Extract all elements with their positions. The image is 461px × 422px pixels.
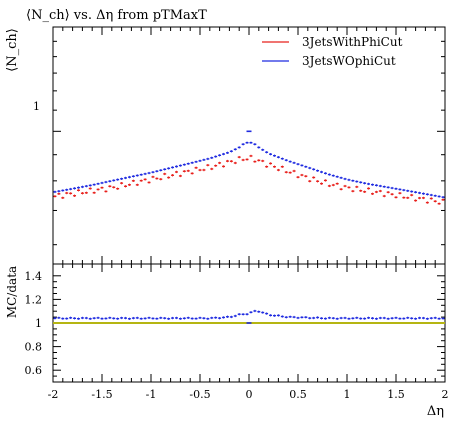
main-ticks	[52, 27, 446, 264]
xtick-label: -2	[48, 388, 59, 401]
legend-label-series-1: 3JetsWithPhiCut	[302, 35, 403, 49]
series-2	[53, 141, 445, 199]
xtick-label: -0.5	[189, 388, 210, 401]
ratio-series-1	[53, 309, 445, 320]
ratio-ytick-label: 0.8	[25, 341, 43, 354]
main-ylabel: ⟨N_ch⟩	[5, 28, 20, 72]
xtick-label: 0.5	[289, 388, 307, 401]
xlabel: Δη	[427, 404, 444, 419]
xtick-label: 1.5	[387, 388, 405, 401]
ratio-ytick-label: 0.6	[25, 364, 43, 377]
ratio-series	[53, 309, 445, 324]
series-1	[53, 154, 445, 205]
xtick-label: 0	[246, 388, 253, 401]
ratio-ytick-label: 1.2	[25, 293, 43, 306]
main-ytick-label-1: 1	[33, 100, 40, 113]
xtick-label: -1	[146, 388, 157, 401]
ratio-ytick-label: 1	[35, 317, 42, 330]
legend: 3JetsWithPhiCut 3JetsWOphiCut	[262, 35, 403, 68]
main-series	[53, 130, 445, 205]
xtick-label: 1	[344, 388, 351, 401]
ratio-ticks	[52, 264, 446, 382]
ratio-ytick-labels: 0.6 0.8 1 1.2 1.4	[25, 270, 43, 377]
legend-label-series-2: 3JetsWOphiCut	[302, 54, 396, 68]
xtick-label: -1.5	[91, 388, 112, 401]
xtick-label: 2	[442, 388, 449, 401]
xtick-labels: -2 -1.5 -1 -0.5 0 0.5 1 1.5 2	[48, 388, 449, 401]
ratio-ylabel: MC/data	[5, 266, 19, 318]
ratio-ytick-label: 1.4	[25, 270, 43, 283]
chart-title: ⟨N_ch⟩ vs. Δη from pTMaxT	[26, 8, 207, 23]
